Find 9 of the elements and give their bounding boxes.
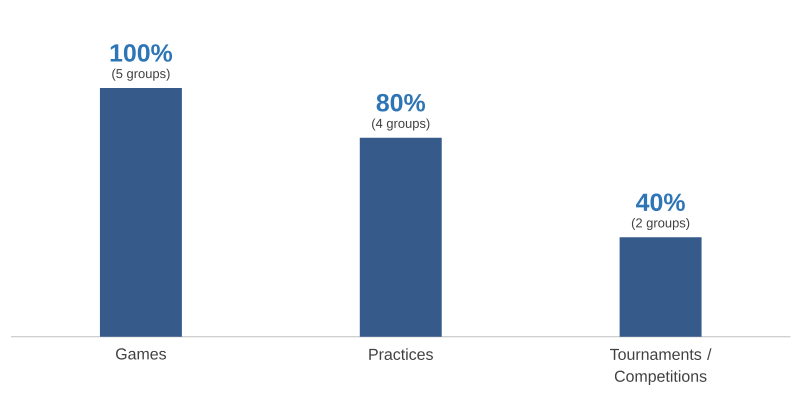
annotation: (5 groups) — [112, 68, 170, 81]
x-tick-label: Practices — [369, 348, 433, 360]
annotation: (4 groups) — [372, 118, 430, 131]
x-tick-label: Tournaments / Competitions — [610, 348, 712, 386]
data-label: 100% — [110, 44, 172, 62]
data-label: 80% — [376, 94, 425, 112]
x-tick-label: Games — [116, 348, 166, 360]
data-label: 40% — [636, 194, 685, 212]
annotation: (2 groups) — [632, 218, 690, 230]
